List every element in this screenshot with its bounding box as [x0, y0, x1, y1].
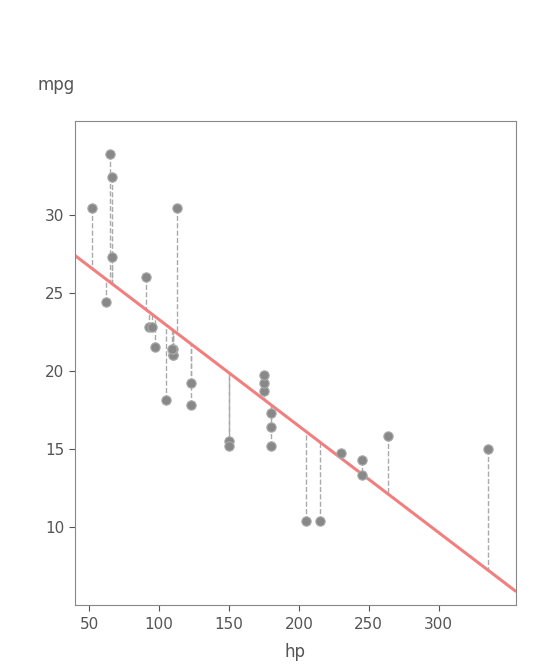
Point — [316, 515, 324, 526]
Point — [187, 400, 195, 411]
Point — [145, 322, 154, 333]
Point — [148, 322, 156, 333]
Point — [150, 342, 159, 353]
Point — [337, 448, 345, 459]
Text: mpg: mpg — [38, 76, 75, 94]
Point — [266, 421, 275, 432]
Point — [259, 378, 268, 388]
Point — [224, 435, 233, 446]
Point — [162, 395, 170, 406]
Point — [101, 296, 110, 307]
Point — [169, 343, 177, 354]
Point — [169, 349, 177, 360]
Point — [302, 515, 310, 526]
Point — [107, 251, 116, 262]
Point — [358, 470, 366, 480]
Point — [106, 149, 114, 159]
Point — [173, 203, 182, 214]
Point — [483, 444, 492, 454]
Point — [259, 386, 268, 396]
Point — [169, 349, 177, 360]
Point — [142, 271, 151, 282]
Point — [384, 431, 393, 442]
Point — [88, 203, 96, 214]
X-axis label: hp: hp — [285, 643, 306, 661]
Point — [168, 343, 176, 354]
Point — [358, 454, 366, 465]
Point — [266, 440, 275, 451]
Point — [187, 378, 195, 388]
Point — [107, 172, 116, 183]
Point — [224, 440, 233, 451]
Point — [259, 370, 268, 381]
Point — [266, 407, 275, 418]
